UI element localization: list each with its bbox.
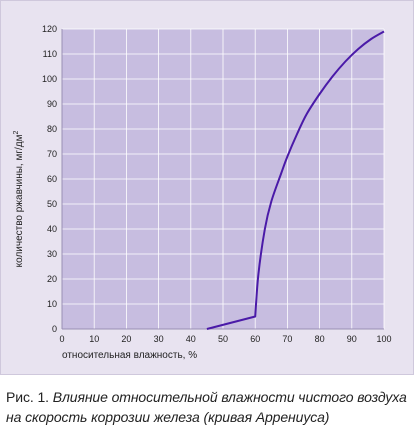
y-tick-label: 90 (47, 99, 57, 109)
y-tick-label: 0 (52, 324, 57, 334)
y-axis-label-main: количество ржавчины, мг/дм (14, 134, 25, 267)
caption-prefix: Рис. 1. (6, 389, 49, 405)
y-tick-label: 110 (43, 49, 57, 59)
y-axis-label: количество ржавчины, мг/дм2 (13, 131, 25, 268)
x-tick-label: 20 (121, 334, 131, 344)
x-tick-label: 10 (89, 334, 99, 344)
y-tick-label: 40 (47, 224, 57, 234)
x-tick-label: 30 (154, 334, 164, 344)
x-tick-labels: 0 10 20 30 40 50 60 70 80 90 100 (59, 334, 391, 344)
y-tick-label: 10 (47, 299, 57, 309)
y-axis-label-superscript: 2 (13, 131, 20, 135)
y-tick-label: 120 (42, 24, 57, 34)
series-group (206, 30, 385, 330)
series-line (206, 30, 385, 330)
x-tick-label: 90 (347, 334, 357, 344)
x-tick-label: 80 (315, 334, 325, 344)
x-tick-label: 60 (250, 334, 260, 344)
x-tick-label: 70 (282, 334, 292, 344)
y-tick-labels: 0 10 20 30 40 50 60 70 80 90 100 110 120 (42, 24, 57, 334)
x-axis-label: относительная влажность, % (62, 350, 197, 361)
axes (61, 29, 384, 330)
y-tick-label: 80 (47, 124, 57, 134)
y-tick-label: 50 (47, 199, 57, 209)
x-tick-label: 50 (218, 334, 228, 344)
y-tick-label: 100 (42, 74, 57, 84)
caption-text: Влияние относительной влажности чистого … (6, 389, 407, 425)
figure-caption: Рис. 1. Влияние относительной влажности … (6, 387, 408, 427)
x-tick-label: 0 (59, 334, 64, 344)
y-tick-label: 20 (47, 274, 57, 284)
chart-svg: 0 10 20 30 40 50 60 70 80 90 100 0 10 20 30 40 50 60 70 80… (13, 24, 392, 361)
x-tick-label: 40 (186, 334, 196, 344)
y-tick-label: 60 (47, 174, 57, 184)
grid-lines (61, 28, 385, 330)
x-tick-label: 100 (376, 334, 391, 344)
y-tick-label: 70 (47, 149, 57, 159)
y-tick-label: 30 (47, 249, 57, 259)
